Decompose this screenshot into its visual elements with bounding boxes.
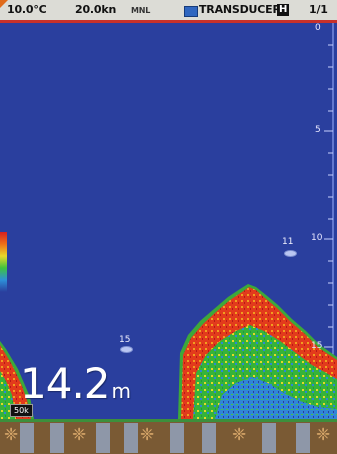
strip-segment bbox=[262, 423, 276, 453]
rock-icon: ❈ bbox=[232, 425, 247, 445]
gain-mode: MNL bbox=[131, 6, 151, 15]
strip-segment bbox=[124, 423, 138, 453]
rock-icon: ❈ bbox=[140, 425, 155, 445]
color-scale-bar bbox=[0, 232, 7, 292]
corner-flag-icon bbox=[0, 0, 8, 8]
water-temperature: 10.0°C bbox=[7, 3, 47, 16]
strip-segment bbox=[20, 423, 34, 453]
transducer-icon bbox=[184, 6, 198, 17]
fish-depth-label: 15 bbox=[119, 335, 131, 345]
bottom-discrimination-strip: ❈ ❈ ❈ ❈ ❈ bbox=[0, 419, 337, 454]
h-badge[interactable]: H bbox=[277, 4, 290, 16]
depth-readout: 14.2 m bbox=[20, 359, 131, 408]
scale-label-0: 0 bbox=[315, 23, 321, 33]
transducer-label[interactable]: TRANSDUCER bbox=[199, 3, 281, 16]
page-indicator: 1/1 bbox=[309, 3, 328, 16]
strip-segment bbox=[296, 423, 310, 453]
strip-top-line bbox=[0, 419, 337, 422]
boat-speed: 20.0kn bbox=[75, 3, 117, 16]
strip-segment bbox=[96, 423, 110, 453]
depth-unit: m bbox=[111, 379, 131, 403]
strip-segment bbox=[202, 423, 216, 453]
strip-segment bbox=[50, 423, 64, 453]
sonar-echo-graphic bbox=[0, 23, 337, 419]
rock-icon: ❈ bbox=[4, 425, 19, 445]
depth-value: 14.2 bbox=[20, 359, 111, 408]
strip-segment bbox=[170, 423, 184, 453]
scale-label-15: 15 bbox=[311, 341, 323, 351]
status-bar: 10.0°C 20.0kn MNL TRANSDUCER H 1/1 bbox=[0, 0, 337, 23]
fish-icon[interactable] bbox=[120, 346, 133, 353]
frequency-badge: 50k bbox=[10, 404, 33, 417]
scale-label-5: 5 bbox=[315, 125, 321, 135]
fish-depth-label: 11 bbox=[282, 237, 294, 247]
rock-icon: ❈ bbox=[72, 425, 87, 445]
fish-icon[interactable] bbox=[284, 250, 297, 257]
sonar-display[interactable]: 0 5 10 15 11 15 14.2 m 50k bbox=[0, 23, 337, 419]
scale-label-10: 10 bbox=[311, 233, 323, 243]
rock-icon: ❈ bbox=[316, 425, 331, 445]
